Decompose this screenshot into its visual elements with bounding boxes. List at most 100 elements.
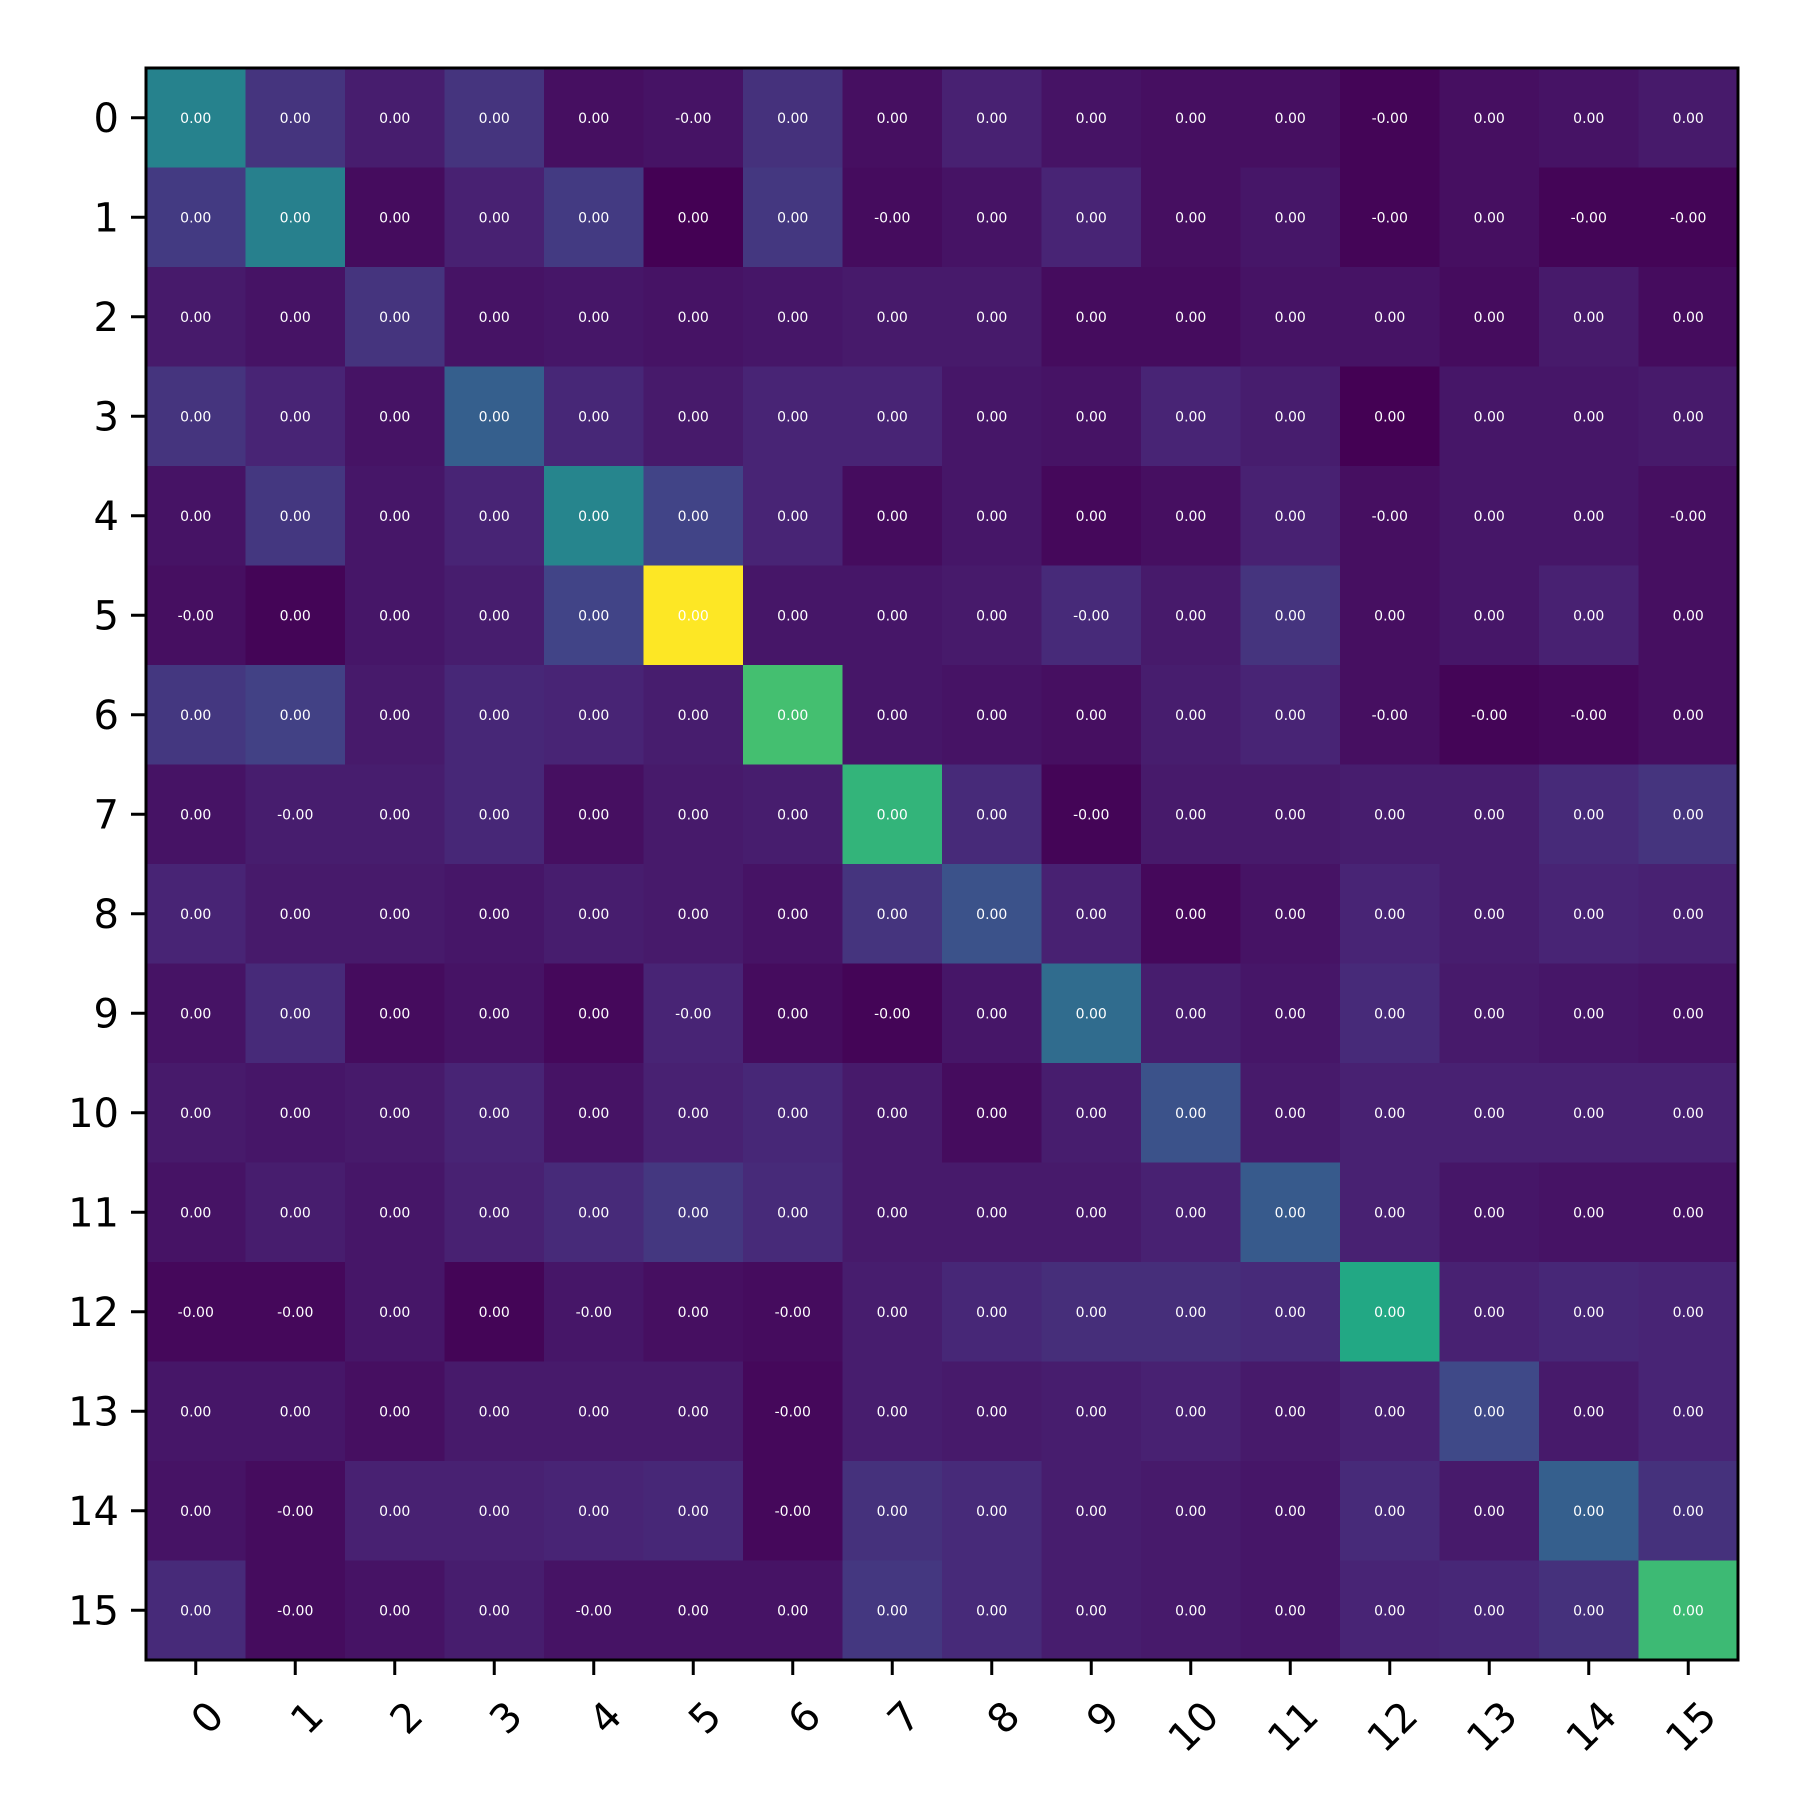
cell-value-label-r9-c13: 0.00 — [1474, 1006, 1505, 1022]
cell-value-label-r9-c10: 0.00 — [1175, 1006, 1206, 1022]
cell-value-label-r11-c8: 0.00 — [976, 1205, 1007, 1221]
heatmap-cell-r14-c6 — [743, 1461, 844, 1562]
heatmap-cell-r8-c11 — [1240, 864, 1341, 965]
cell-value-label-r0-c11: 0.00 — [1275, 111, 1306, 127]
heatmap-cell-r7-c2 — [345, 764, 446, 865]
cell-value-label-r3-c11: 0.00 — [1275, 409, 1306, 425]
heatmap-cell-r4-c2 — [345, 466, 446, 567]
cell-value-label-r5-c2: 0.00 — [379, 608, 410, 624]
heatmap-cell-r11-c10 — [1141, 1162, 1242, 1263]
cell-value-label-r1-c14: -0.00 — [1571, 210, 1607, 226]
heatmap-cell-r11-c12 — [1340, 1162, 1441, 1263]
cell-value-label-r8-c11: 0.00 — [1275, 907, 1306, 923]
heatmap-cell-r15-c14 — [1539, 1560, 1640, 1661]
cell-value-label-r4-c1: 0.00 — [280, 509, 311, 525]
heatmap-cell-r4-c7 — [842, 466, 943, 567]
cell-value-label-r2-c2: 0.00 — [379, 310, 410, 326]
cell-value-label-r9-c14: 0.00 — [1573, 1006, 1604, 1022]
heatmap-cell-r0-c8 — [942, 68, 1043, 169]
cell-value-label-r15-c12: 0.00 — [1374, 1603, 1405, 1619]
heatmap-cell-r0-c2 — [345, 68, 446, 169]
cell-value-label-r13-c9: 0.00 — [1076, 1404, 1107, 1420]
heatmap-cell-r8-c6 — [743, 864, 844, 965]
heatmap-cell-r14-c5 — [643, 1461, 744, 1562]
cell-value-label-r0-c2: 0.00 — [379, 111, 410, 127]
heatmap-cell-r9-c6 — [743, 963, 844, 1064]
heatmap-cell-r8-c5 — [643, 864, 744, 965]
heatmap-cell-r9-c5 — [643, 963, 744, 1064]
x-axis: 0 1 2 3 4 5 6 7 8 9 10 11 12 13 14 15 — [183, 1660, 1726, 1761]
cell-value-label-r14-c6: -0.00 — [775, 1504, 811, 1520]
heatmap-cell-r5-c3 — [444, 565, 545, 666]
heatmap-cell-r7-c7 — [842, 764, 943, 865]
cell-value-label-r2-c1: 0.00 — [280, 310, 311, 326]
heatmap-cell-r11-c2 — [345, 1162, 446, 1263]
heatmap-cell-r13-c4 — [544, 1361, 645, 1462]
cell-value-label-r1-c8: 0.00 — [976, 210, 1007, 226]
heatmap-cell-r3-c6 — [743, 366, 844, 467]
cell-value-label-r0-c1: 0.00 — [280, 111, 311, 127]
heatmap-cell-r9-c0 — [146, 963, 247, 1064]
cell-value-label-r14-c1: -0.00 — [277, 1504, 313, 1520]
heatmap-cell-r1-c5 — [643, 167, 744, 268]
x-tick-label-1: 1 — [282, 1693, 333, 1744]
cell-value-label-r11-c2: 0.00 — [379, 1205, 410, 1221]
heatmap-cell-r1-c10 — [1141, 167, 1242, 268]
cell-value-label-r1-c11: 0.00 — [1275, 210, 1306, 226]
cell-value-label-r7-c12: 0.00 — [1374, 807, 1405, 823]
cell-value-label-r4-c4: 0.00 — [578, 509, 609, 525]
cell-value-label-r6-c7: 0.00 — [877, 708, 908, 724]
cell-value-label-r14-c12: 0.00 — [1374, 1504, 1405, 1520]
heatmap-cell-r1-c9 — [1041, 167, 1142, 268]
heatmap-cell-r5-c13 — [1439, 565, 1540, 666]
cell-value-label-r15-c9: 0.00 — [1076, 1603, 1107, 1619]
heatmap-cell-r11-c9 — [1041, 1162, 1142, 1263]
heatmap-cell-r2-c4 — [544, 267, 645, 368]
heatmap-cell-r11-c1 — [245, 1162, 346, 1263]
cell-value-label-r14-c0: 0.00 — [180, 1504, 211, 1520]
heatmap-cell-r8-c8 — [942, 864, 1043, 965]
heatmap-cell-r0-c3 — [444, 68, 545, 169]
heatmap-cell-r6-c5 — [643, 665, 744, 766]
heatmap-cell-r3-c3 — [444, 366, 545, 467]
heatmap-cell-r12-c12 — [1340, 1262, 1441, 1363]
heatmap-cell-r7-c6 — [743, 764, 844, 865]
cell-value-label-r6-c8: 0.00 — [976, 708, 1007, 724]
heatmap-cell-r6-c10 — [1141, 665, 1242, 766]
heatmap-cell-r7-c11 — [1240, 764, 1341, 865]
cell-value-label-r14-c13: 0.00 — [1474, 1504, 1505, 1520]
heatmap-cell-r12-c8 — [942, 1262, 1043, 1363]
heatmap-cell-r3-c0 — [146, 366, 247, 467]
heatmap-cell-r1-c7 — [842, 167, 943, 268]
heatmap-cell-r14-c7 — [842, 1461, 943, 1562]
cell-value-label-r7-c4: 0.00 — [578, 807, 609, 823]
cell-value-label-r1-c2: 0.00 — [379, 210, 410, 226]
heatmap-cell-r4-c3 — [444, 466, 545, 567]
heatmap-cell-r14-c0 — [146, 1461, 247, 1562]
heatmap-cell-r5-c1 — [245, 565, 346, 666]
heatmap-cell-r9-c14 — [1539, 963, 1640, 1064]
cell-value-label-r12-c7: 0.00 — [877, 1305, 908, 1321]
cell-value-label-r8-c13: 0.00 — [1474, 907, 1505, 923]
heatmap-cell-r11-c6 — [743, 1162, 844, 1263]
cell-value-label-r12-c14: 0.00 — [1573, 1305, 1604, 1321]
cell-value-label-r11-c6: 0.00 — [777, 1205, 808, 1221]
cell-value-label-r8-c8: 0.00 — [976, 907, 1007, 923]
x-tick-label-0: 0 — [183, 1693, 234, 1744]
cell-value-label-r2-c8: 0.00 — [976, 310, 1007, 326]
heatmap-cell-r14-c8 — [942, 1461, 1043, 1562]
heatmap-cell-r5-c8 — [942, 565, 1043, 666]
cell-value-label-r2-c5: 0.00 — [678, 310, 709, 326]
cell-value-label-r0-c4: 0.00 — [578, 111, 609, 127]
heatmap-cell-r2-c12 — [1340, 267, 1441, 368]
heatmap-cell-r4-c4 — [544, 466, 645, 567]
heatmap-cell-r13-c7 — [842, 1361, 943, 1462]
heatmap-cell-r4-c8 — [942, 466, 1043, 567]
heatmap-cell-r10-c13 — [1439, 1063, 1540, 1164]
cell-value-label-r12-c12: 0.00 — [1374, 1305, 1405, 1321]
cell-value-label-r11-c5: 0.00 — [678, 1205, 709, 1221]
heatmap-cell-r1-c8 — [942, 167, 1043, 268]
heatmap-cell-r5-c9 — [1041, 565, 1142, 666]
cell-value-label-r7-c14: 0.00 — [1573, 807, 1604, 823]
cell-value-label-r5-c8: 0.00 — [976, 608, 1007, 624]
